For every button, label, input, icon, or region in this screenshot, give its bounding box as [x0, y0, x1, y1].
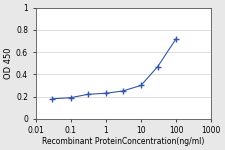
- Y-axis label: OD 450: OD 450: [4, 48, 13, 79]
- X-axis label: Recombinant ProteinConcentration(ng/ml): Recombinant ProteinConcentration(ng/ml): [42, 137, 205, 146]
